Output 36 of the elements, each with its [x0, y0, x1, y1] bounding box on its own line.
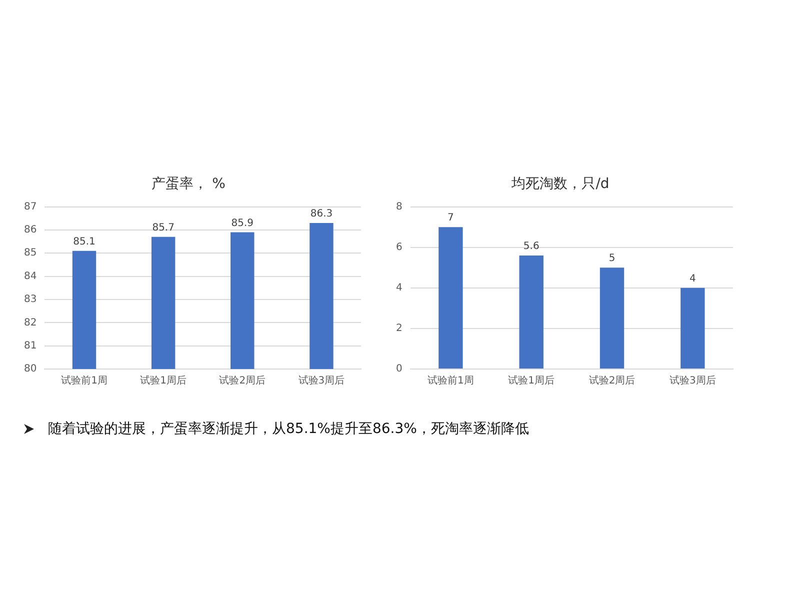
bar [600, 268, 624, 368]
y-tick-label: 84 [24, 270, 37, 282]
y-tick-label: 82 [24, 317, 37, 328]
y-tick-label: 0 [396, 364, 402, 375]
x-tick-label: 试验2周后 [219, 374, 266, 387]
data-label: 4 [689, 273, 696, 284]
data-label: 85.1 [73, 236, 96, 248]
y-tick-label: 6 [396, 242, 402, 253]
x-tick-label: 试验1周后 [508, 374, 555, 387]
x-tick-label: 试验前1周 [61, 374, 108, 387]
bar [438, 227, 463, 368]
bar [519, 255, 544, 368]
y-tick-label: 81 [24, 340, 37, 352]
x-tick-label: 试验3周后 [669, 374, 716, 387]
data-label: 85.7 [152, 222, 174, 234]
data-label: 85.9 [231, 218, 254, 229]
y-tick-label: 87 [24, 201, 37, 212]
y-tick-label: 85 [24, 248, 37, 259]
chart-title: 均死淘数，只/d [510, 176, 610, 192]
x-tick-label: 试验3周后 [298, 374, 345, 387]
y-tick-label: 2 [396, 323, 402, 334]
y-tick-label: 86 [24, 224, 37, 236]
y-tick-label: 4 [396, 282, 402, 294]
x-tick-label: 试验2周后 [588, 374, 636, 387]
y-tick-label: 8 [396, 201, 402, 212]
data-label: 86.3 [310, 208, 333, 220]
y-tick-label: 80 [24, 364, 37, 375]
text: 随着试验的进展，产蛋率逐渐提升，从85.1%提升至86.3%，死淘率逐渐降低 [48, 420, 529, 438]
x-tick-label: 试验前1周 [428, 374, 474, 387]
data-label: 5 [608, 253, 616, 264]
data-label: 5.6 [523, 241, 540, 252]
chart-title: 产蛋率， % [152, 176, 226, 192]
x-tick-label: 试验1周后 [140, 374, 187, 387]
y-tick-label: 83 [24, 294, 37, 306]
bar [680, 288, 705, 368]
data-label: 7 [448, 212, 454, 224]
